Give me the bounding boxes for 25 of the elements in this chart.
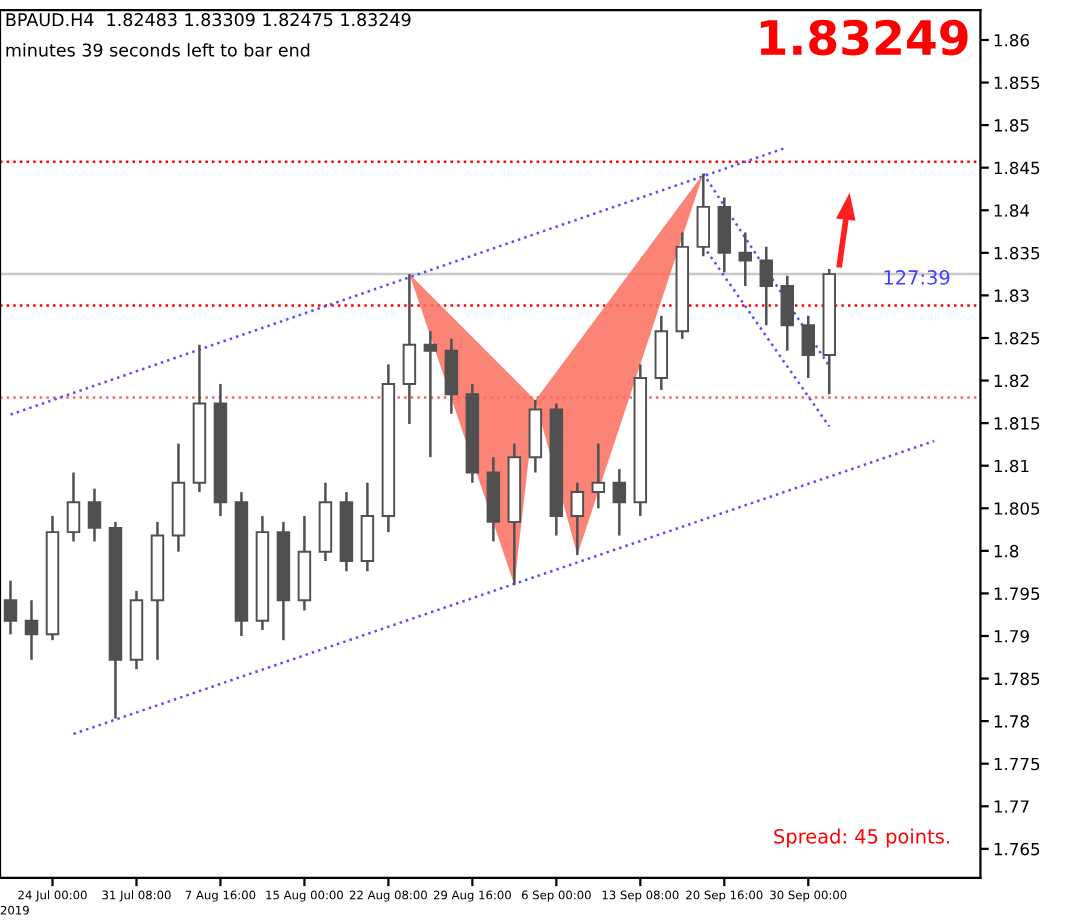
y-tick-label: 1.795 [994,587,1040,600]
y-tick-label: 1.775 [994,757,1040,771]
y-tick-label: 1.79 [994,629,1029,643]
y-tick-label: 1.765 [994,842,1040,856]
y-tick-label: 1.835 [994,246,1040,260]
annotation: 1.83249 [760,19,968,56]
chart-title: BPAUD.H4 1.82483 1.83309 1.82475 1.83249 [6,13,411,27]
y-tick-label: 1.82 [994,374,1029,388]
annotation: 127:39 [884,270,950,285]
y-tick-label: 1.785 [994,672,1040,686]
y-tick-label: 1.825 [994,331,1040,345]
y-tick-label: 1.855 [994,76,1040,90]
annotation: Spread: 45 points. [774,828,949,848]
y-tick-label: 1.805 [994,502,1040,515]
y-tick-label: 1.81 [994,459,1029,473]
y-tick-label: 1.845 [994,161,1040,175]
text: minutes 39 seconds left to bar end [6,43,310,57]
y-tick-label: 1.83 [994,289,1029,302]
y-tick-label: 1.78 [994,715,1029,728]
y-tick-label: 1.84 [994,204,1030,217]
y-tick-label: 1.85 [994,119,1029,132]
y-tick-label: 1.815 [994,417,1040,430]
y-tick-label: 1.86 [994,33,1029,47]
y-tick-label: 1.8 [994,544,1019,558]
y-tick-label: 1.77 [994,800,1029,813]
